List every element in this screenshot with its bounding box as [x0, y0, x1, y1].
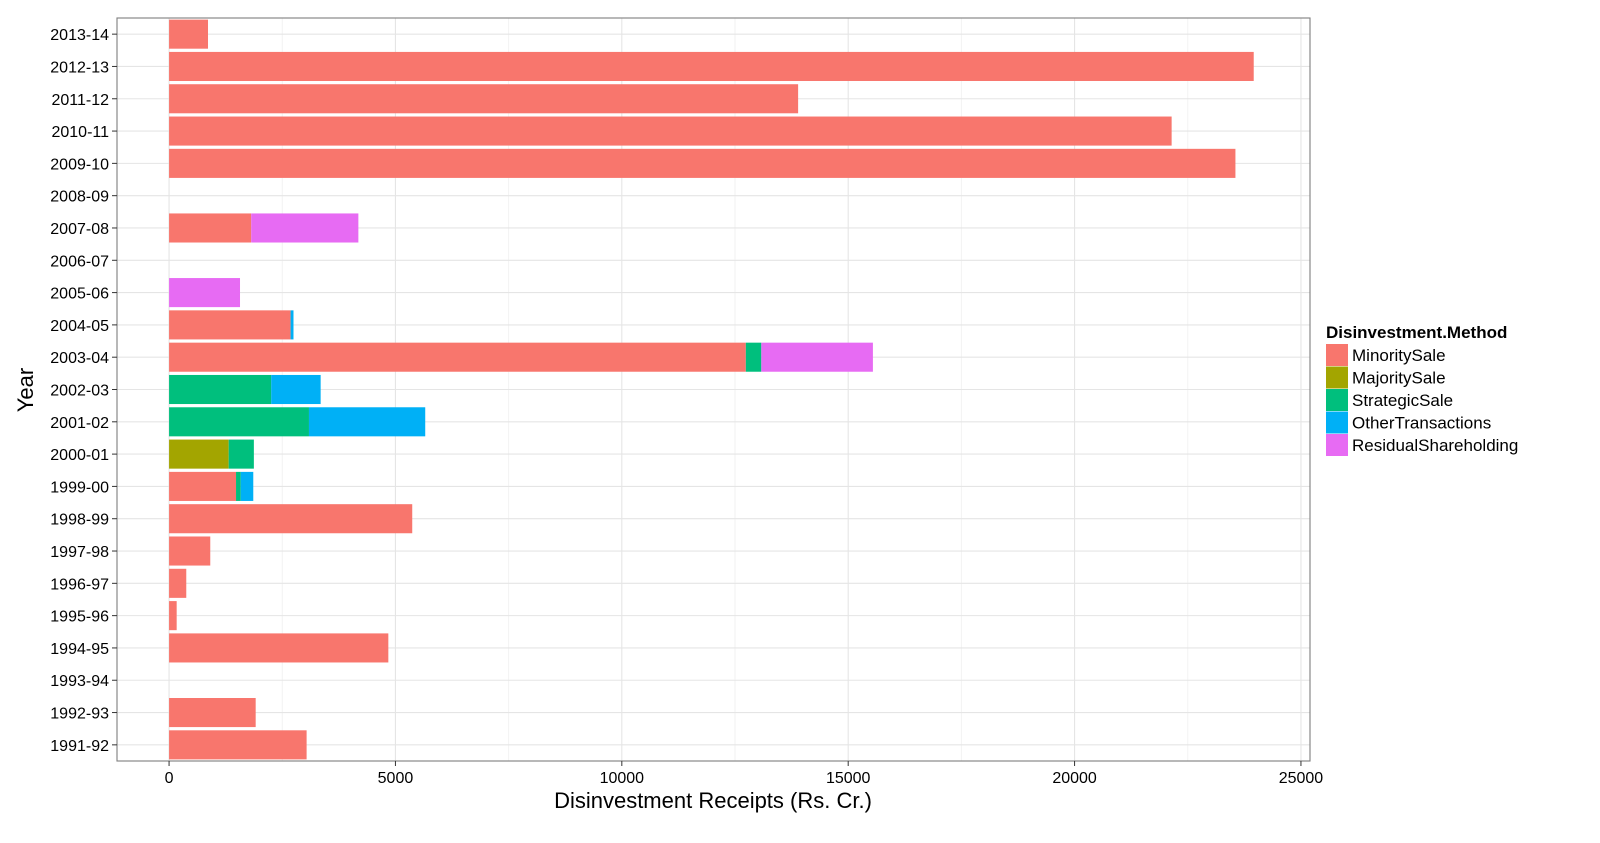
legend-key	[1326, 434, 1348, 456]
legend-key	[1326, 389, 1348, 411]
y-tick-label: 1996-97	[50, 576, 109, 593]
bar-segment	[309, 407, 425, 436]
bar-segment	[229, 440, 254, 469]
y-tick-label: 2006-07	[50, 253, 109, 270]
bar-segment	[169, 730, 307, 759]
legend-label: MinoritySale	[1352, 346, 1446, 365]
bar-segment	[169, 440, 229, 469]
bar-segment	[169, 84, 798, 113]
bar-segment	[169, 20, 208, 49]
bar-segment	[169, 504, 412, 533]
bar-segment	[169, 343, 746, 372]
bar-segment	[169, 601, 177, 630]
bar-segment	[169, 536, 210, 565]
bar-segment	[761, 343, 873, 372]
y-tick-label: 1995-96	[50, 609, 109, 626]
bar-segment	[236, 472, 241, 501]
bar-segment	[169, 52, 1254, 81]
legend: Disinvestment.Method MinoritySale Majorit…	[1326, 323, 1518, 456]
y-tick-label: 2008-09	[50, 189, 109, 206]
bar-segment	[251, 213, 358, 242]
x-axis-ticks: 0 5000 10000 15000 20000 25000	[165, 761, 1324, 787]
x-tick-label: 15000	[826, 770, 871, 787]
x-tick-label: 20000	[1052, 770, 1097, 787]
bar-segment	[169, 633, 388, 662]
y-tick-label: 1992-93	[50, 706, 109, 723]
y-tick-label: 2003-04	[50, 350, 109, 367]
y-tick-label: 2012-13	[50, 59, 109, 76]
y-tick-label: 1999-00	[50, 479, 109, 496]
y-tick-label: 2011-12	[51, 92, 109, 109]
bar-segment	[746, 343, 761, 372]
y-tick-label: 2005-06	[50, 286, 109, 303]
bar-segment	[169, 278, 240, 307]
legend-label: StrategicSale	[1352, 391, 1453, 410]
y-tick-label: 1994-95	[50, 641, 109, 658]
y-tick-label: 2000-01	[50, 447, 109, 464]
y-tick-label: 1991-92	[50, 738, 109, 755]
x-tick-label: 0	[165, 770, 174, 787]
y-tick-label: 2004-05	[50, 318, 109, 335]
bar-segment	[169, 310, 291, 339]
y-tick-label: 2010-11	[51, 124, 109, 141]
y-tick-label: 2009-10	[50, 156, 109, 173]
bar-segment	[169, 117, 1172, 146]
y-tick-label: 1993-94	[50, 673, 109, 690]
legend-label: ResidualShareholding	[1352, 436, 1518, 455]
bar-segment	[169, 213, 251, 242]
legend-key	[1326, 367, 1348, 389]
x-tick-label: 25000	[1279, 770, 1324, 787]
bar-segment	[169, 698, 256, 727]
legend-label: OtherTransactions	[1352, 414, 1491, 433]
bar-segment	[169, 407, 309, 436]
bar-segment	[169, 149, 1235, 178]
bar-segment	[169, 472, 236, 501]
legend-title: Disinvestment.Method	[1326, 323, 1507, 342]
y-tick-label: 1998-99	[50, 512, 109, 529]
y-tick-label: 1997-98	[50, 544, 109, 561]
legend-key	[1326, 344, 1348, 366]
x-axis-title: Disinvestment Receipts (Rs. Cr.)	[554, 788, 872, 813]
y-tick-label: 2007-08	[50, 221, 109, 238]
y-axis-ticks: 1991-92 1992-93 1993-94 1994-95 1995-96 1996-…	[50, 27, 117, 755]
legend-key	[1326, 412, 1348, 434]
x-tick-label: 10000	[600, 770, 645, 787]
legend-label: MajoritySale	[1352, 369, 1446, 388]
bar-segment	[169, 375, 271, 404]
y-tick-label: 2013-14	[50, 27, 109, 44]
bar-segment	[271, 375, 320, 404]
bar-segment	[241, 472, 253, 501]
y-tick-label: 2002-03	[50, 383, 109, 400]
y-axis-title: Year	[13, 368, 38, 412]
bar-segment	[169, 569, 186, 598]
x-tick-label: 5000	[378, 770, 414, 787]
bar-segment	[291, 310, 294, 339]
y-tick-label: 2001-02	[50, 415, 109, 432]
